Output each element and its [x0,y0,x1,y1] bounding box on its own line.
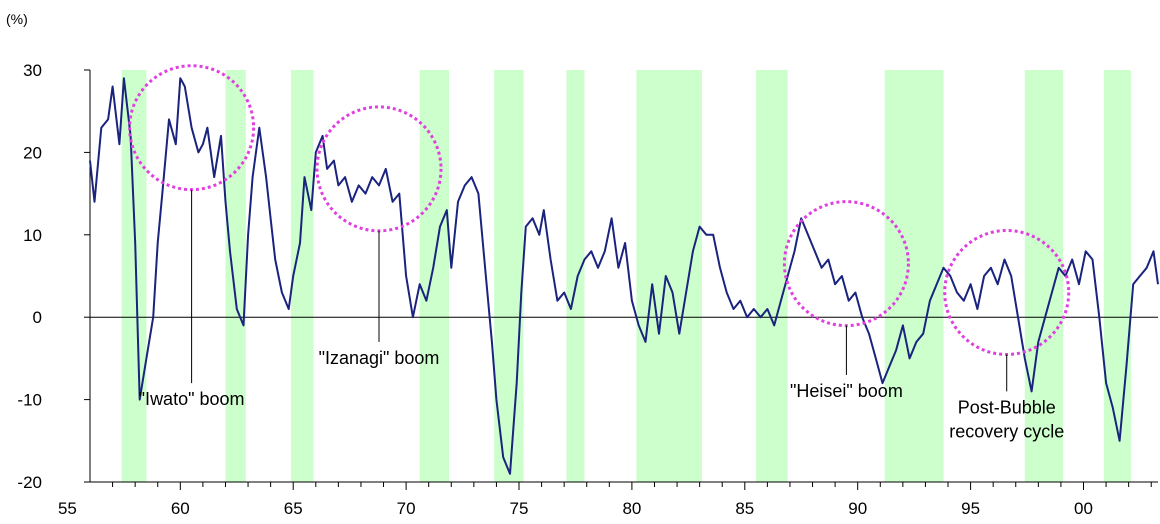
recession-band-0 [121,70,147,482]
recession-band-10 [1103,70,1131,482]
annotation-label2-3: recovery cycle [949,421,1064,441]
x-tick-label: 60 [171,499,190,518]
x-tick-label: 65 [284,499,303,518]
recession-shading [121,70,1131,482]
annotation-label-1: "Izanagi" boom [319,348,440,368]
y-tick-label: -10 [17,391,42,410]
annotation-label-3: Post-Bubble [958,397,1056,417]
x-tick-label: 95 [961,499,980,518]
x-tick-label: 80 [622,499,641,518]
series-line-0 [89,77,1159,475]
axes: 30 20 10 0 -10 -20 55 60 65 70 75 80 85 90 95 00 [17,61,1158,518]
recession-band-7 [756,70,788,482]
recession-band-6 [636,70,702,482]
annotations: "Iwato" boom "Izanagi" boom "Heisei" boom P… [128,64,1071,441]
x-tick-label: 55 [58,499,77,518]
x-tick-label: 75 [510,499,529,518]
recession-band-2 [290,70,314,482]
recession-band-1 [225,70,246,482]
y-tick-label: 0 [33,308,42,327]
annotation-label-2: "Heisei" boom [790,381,903,401]
series-group [89,77,1159,475]
recession-band-5 [566,70,585,482]
recession-band-8 [884,70,944,482]
y-tick-label: 10 [23,226,42,245]
y-unit-label: (%) [6,11,28,27]
x-tick-label: 85 [735,499,754,518]
y-tick-label: 20 [23,143,42,162]
recession-band-4 [494,70,524,482]
annotation-label-0: "Iwato" boom [139,389,245,409]
y-tick-label: 30 [23,61,42,80]
x-tick-label: 70 [397,499,416,518]
x-tick-label: 90 [848,499,867,518]
y-tick-label: -20 [17,473,42,492]
recession-band-3 [419,70,450,482]
x-tick-label: 00 [1074,499,1093,518]
